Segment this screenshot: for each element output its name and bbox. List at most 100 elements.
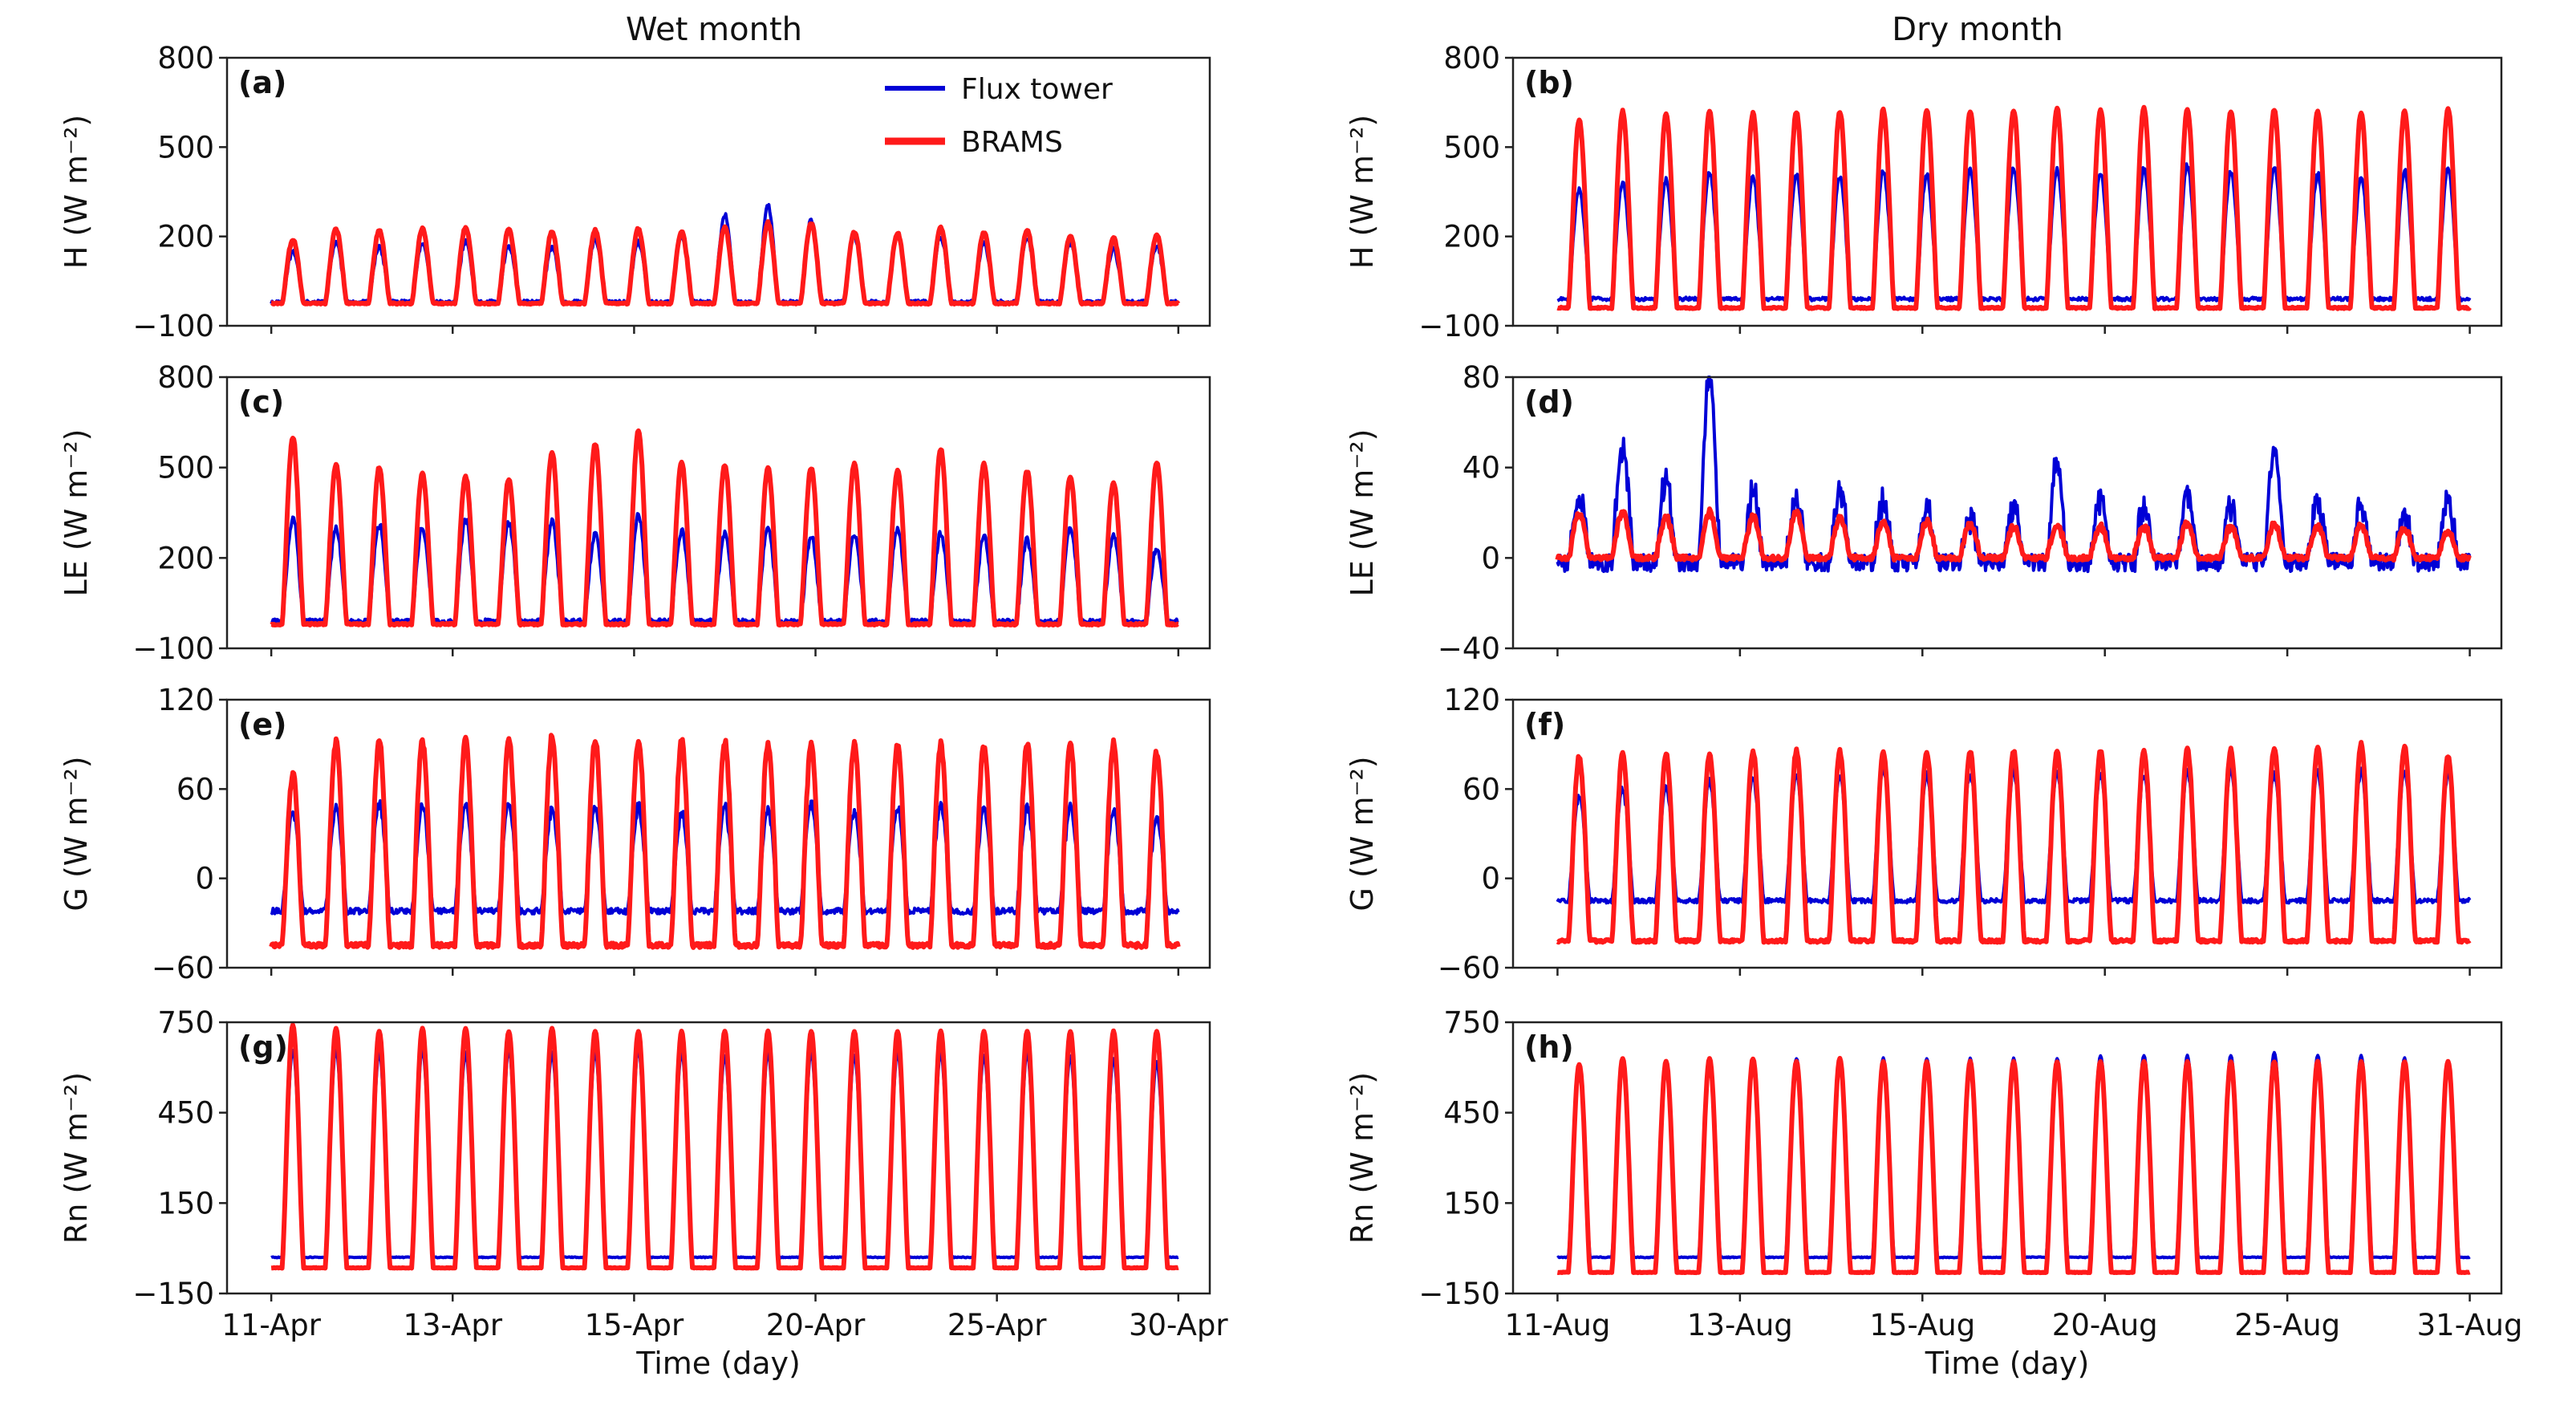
series-line-f-brams <box>1556 740 2472 945</box>
ylabel: Rn (W m⁻²) <box>59 1072 94 1244</box>
panel-label: (c) <box>238 384 284 420</box>
panel-label: (h) <box>1524 1029 1574 1065</box>
series-line-h-brams <box>1556 1055 2472 1276</box>
ytick-label: 200 <box>157 220 214 254</box>
series-line-b-brams <box>1556 104 2472 311</box>
ylabel: H (W m⁻²) <box>59 115 94 269</box>
axes-frame-f <box>1511 698 2503 969</box>
axes-frame-d <box>1511 376 2503 650</box>
series-line-c-brams <box>270 428 1180 628</box>
ytick-label: 800 <box>157 41 214 75</box>
ytick-label: 800 <box>157 360 214 395</box>
series-line-a-flux-tower <box>270 203 1180 306</box>
xtick-label: 20-Apr <box>766 1308 866 1342</box>
ytick-label: 120 <box>1443 683 1500 717</box>
panel-label: (f) <box>1524 707 1565 742</box>
ytick-label: 80 <box>1462 360 1500 395</box>
legend: Flux tower BRAMS <box>885 73 1113 159</box>
series-line-b-flux-tower <box>1556 162 2472 303</box>
ytick-label: 750 <box>157 1005 214 1040</box>
ytick-label: 60 <box>1462 772 1500 806</box>
series-line-e-brams <box>269 733 1181 950</box>
xlabel: Time (day) <box>635 1346 801 1381</box>
ytick-label: −60 <box>1438 951 1500 985</box>
ytick-label: 500 <box>157 130 214 164</box>
axes-frame-b <box>1511 56 2503 327</box>
ytick-label: 120 <box>157 683 214 717</box>
panel-label: (a) <box>238 65 286 100</box>
ytick-label: −100 <box>132 309 214 343</box>
ytick-label: 450 <box>1443 1096 1500 1131</box>
panel-label: (d) <box>1524 384 1574 420</box>
axes-frame-a <box>225 56 1211 327</box>
series-line-g-flux-tower <box>270 1047 1179 1260</box>
ytick-label: 500 <box>1443 130 1500 164</box>
panel-b: 800 500 200 −100 H (W m⁻²) (b) <box>1345 41 2503 343</box>
ytick-label: 750 <box>1443 1005 1500 1040</box>
xtick-label: 11-Aug <box>1505 1308 1611 1342</box>
panel-c: 800 500 200 −100 LE (W m⁻²) (c) <box>59 360 1211 666</box>
ylabel: LE (W m⁻²) <box>1345 429 1380 597</box>
series-line-g-brams <box>270 1022 1180 1271</box>
xtick-label: 25-Aug <box>2234 1308 2340 1342</box>
xlabel: Time (day) <box>1925 1346 2090 1381</box>
panel-a: 800 500 200 −100 H (W m⁻²) (a) Flux tower BRAMS <box>59 41 1211 343</box>
xtick-label: 15-Aug <box>1869 1308 1975 1342</box>
ytick-label: −100 <box>1418 309 1500 343</box>
ytick-label: 200 <box>1443 220 1500 254</box>
right-column-title: Dry month <box>1892 11 2063 48</box>
panel-d: 80 40 0 −40 LE (W m⁻²) (d) <box>1345 360 2503 666</box>
ytick-label: 200 <box>157 541 214 575</box>
xtick-label: 13-Apr <box>403 1308 502 1342</box>
ytick-label: 450 <box>157 1096 214 1131</box>
panel-e: 120 60 0 −60 G (W m⁻²) (e) <box>59 683 1211 985</box>
ytick-label: −100 <box>132 631 214 666</box>
ytick-label: −150 <box>132 1277 214 1311</box>
ytick-label: 0 <box>195 862 214 896</box>
panel-label: (b) <box>1524 65 1574 100</box>
axes-frame-h <box>1511 1021 2503 1295</box>
ytick-label: 0 <box>1481 862 1500 896</box>
xtick-label: 31-Aug <box>2417 1308 2523 1342</box>
xtick-label: 11-Apr <box>221 1308 321 1342</box>
ytick-label: 0 <box>1481 541 1500 575</box>
ytick-label: −40 <box>1438 631 1500 666</box>
ytick-label: 800 <box>1443 41 1500 75</box>
ylabel: G (W m⁻²) <box>1345 756 1380 911</box>
xtick-label: 25-Apr <box>947 1308 1047 1342</box>
ytick-label: 500 <box>157 451 214 485</box>
series-line-c-flux-tower <box>270 512 1179 625</box>
ytick-label: 150 <box>1443 1186 1500 1220</box>
series-line-d-brams <box>1555 506 2472 563</box>
series-line-e-flux-tower <box>270 799 1180 916</box>
xtick-label: 13-Aug <box>1687 1308 1793 1342</box>
xtick-label: 30-Apr <box>1129 1308 1228 1342</box>
ytick-label: 60 <box>176 772 214 806</box>
panel-label: (g) <box>238 1029 288 1065</box>
legend-label: Flux tower <box>961 73 1113 106</box>
ytick-label: 40 <box>1462 451 1500 485</box>
panel-f: 120 60 0 −60 G (W m⁻²) (f) <box>1345 683 2503 985</box>
legend-label: BRAMS <box>961 126 1063 159</box>
series-line-a-brams <box>270 219 1181 307</box>
axes-frame-c <box>225 376 1211 650</box>
xtick-label: 15-Apr <box>585 1308 684 1342</box>
ylabel: G (W m⁻²) <box>59 756 94 911</box>
ylabel: LE (W m⁻²) <box>59 429 94 597</box>
series-line-h-flux-tower <box>1556 1050 2471 1260</box>
ytick-label: 150 <box>157 1186 214 1220</box>
xtick-label: 20-Aug <box>2052 1308 2158 1342</box>
ylabel: Rn (W m⁻²) <box>1345 1072 1380 1244</box>
axes-frame-e <box>225 698 1211 969</box>
axes-frame-g <box>225 1021 1211 1295</box>
ytick-label: −150 <box>1418 1277 1500 1311</box>
left-column-title: Wet month <box>626 11 802 48</box>
series-line-d-flux-tower <box>1556 376 2472 574</box>
ytick-label: −60 <box>152 951 214 985</box>
panel-label: (e) <box>238 707 287 742</box>
ylabel: H (W m⁻²) <box>1345 115 1380 269</box>
series-line-f-flux-tower <box>1556 765 2472 905</box>
